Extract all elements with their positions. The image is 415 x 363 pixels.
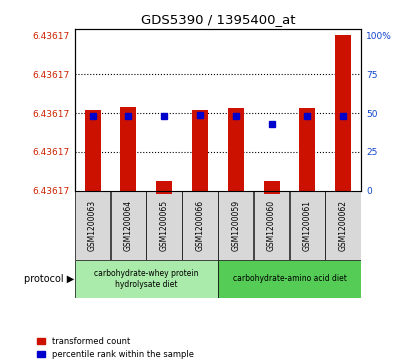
Bar [156,182,172,191]
FancyBboxPatch shape [290,191,325,260]
Bar [156,191,172,194]
Text: GSM1200066: GSM1200066 [195,200,205,251]
Legend: transformed count, percentile rank within the sample: transformed count, percentile rank withi… [37,337,193,359]
FancyBboxPatch shape [146,191,182,260]
FancyBboxPatch shape [325,191,361,260]
FancyBboxPatch shape [111,191,146,260]
Text: GSM1200063: GSM1200063 [88,200,97,251]
Bar [228,109,244,191]
FancyBboxPatch shape [218,260,361,298]
FancyBboxPatch shape [75,191,110,260]
FancyBboxPatch shape [218,191,254,260]
Text: carbohydrate-amino acid diet: carbohydrate-amino acid diet [232,274,347,284]
Text: GSM1200065: GSM1200065 [160,200,168,251]
Text: GSM1200060: GSM1200060 [267,200,276,251]
Bar [85,110,101,191]
Bar [120,107,137,191]
Text: protocol ▶: protocol ▶ [24,274,74,284]
Text: carbohydrate-whey protein
hydrolysate diet: carbohydrate-whey protein hydrolysate di… [94,269,198,289]
Bar [335,35,351,191]
Bar [192,110,208,191]
Bar [264,191,280,194]
FancyBboxPatch shape [75,260,218,298]
Bar [264,182,280,191]
FancyBboxPatch shape [254,191,289,260]
Text: GSM1200064: GSM1200064 [124,200,133,251]
Bar [299,109,315,191]
FancyBboxPatch shape [182,191,218,260]
Text: GSM1200062: GSM1200062 [339,200,348,251]
Title: GDS5390 / 1395400_at: GDS5390 / 1395400_at [141,13,295,26]
Text: GSM1200061: GSM1200061 [303,200,312,251]
Text: GSM1200059: GSM1200059 [231,200,240,251]
